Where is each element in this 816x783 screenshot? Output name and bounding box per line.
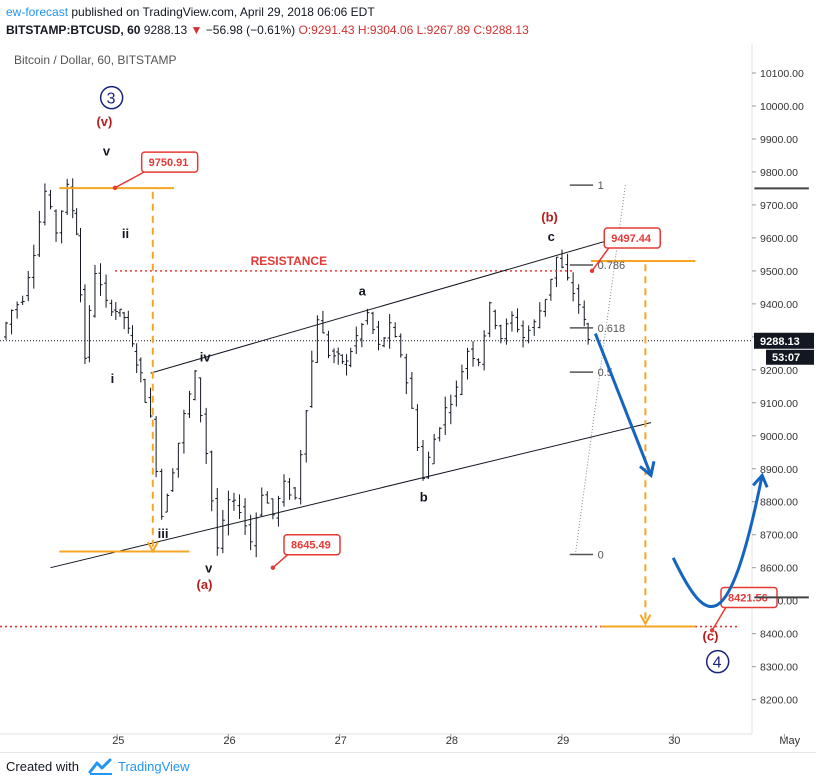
wave-label: iii xyxy=(158,526,169,541)
y-tick-label: 9100.00 xyxy=(760,398,798,410)
ohlc-line: BITSTAMP:BTCUSD, 60 9288.13 ▼ −56.98 (−0… xyxy=(6,23,529,37)
fib-level-label: 0 xyxy=(598,550,604,562)
wave-label: (c) xyxy=(703,628,719,643)
down-arrow-icon: ▼ xyxy=(190,23,203,37)
callout-low-box xyxy=(283,533,341,556)
fib-level-label: 1 xyxy=(598,180,604,192)
created-with-text: Created with xyxy=(6,759,79,774)
callout-high-box xyxy=(140,151,199,173)
wave-circle-4 xyxy=(705,649,730,674)
x-tick-label: 30 xyxy=(668,735,680,747)
open-value: O:9291.43 xyxy=(298,23,355,37)
x-tick-label: 27 xyxy=(335,735,347,747)
published-text: published on TradingView.com, April 29, … xyxy=(68,5,375,19)
callout-target-pointer xyxy=(711,605,728,631)
y-tick-label: 10100.00 xyxy=(760,68,804,80)
close-value: C:9288.13 xyxy=(473,23,529,37)
wave-c-projection-arrow-head xyxy=(639,614,652,626)
wave-label: a xyxy=(359,284,367,299)
fib-diagonal xyxy=(574,185,626,555)
y-tick-label: 8300.00 xyxy=(760,662,798,674)
price-change: −56.98 (−0.61%) xyxy=(205,23,296,37)
x-tick-label: 26 xyxy=(223,735,235,747)
y-tick-label: 8700.00 xyxy=(760,530,798,542)
chart-header: ew-forecast published on TradingView.com… xyxy=(0,0,816,40)
countdown-badge xyxy=(766,349,814,365)
wave-label: c xyxy=(548,229,555,244)
countdown-label: 53:07 xyxy=(772,352,800,364)
x-tick-label: 28 xyxy=(446,735,458,747)
callout-b-high-box xyxy=(603,227,662,249)
y-tick-label: 8400.00 xyxy=(760,629,798,641)
y-tick-label: 9700.00 xyxy=(760,200,798,212)
fib-level-label: 0.786 xyxy=(598,260,626,272)
last-price-badge-label: 9288.13 xyxy=(760,336,800,348)
fib-level-label: 0.618 xyxy=(598,323,626,335)
callout-target-label: 8421.56 xyxy=(728,592,768,604)
wave-label: (b) xyxy=(541,209,558,224)
low-value: L:9267.89 xyxy=(416,23,471,37)
symbol-label: BITSTAMP:BTCUSD, 60 xyxy=(6,23,141,37)
y-tick-label: 8200.00 xyxy=(760,695,798,707)
forecast-arrow-up xyxy=(671,475,764,608)
callout-b-high-label: 9497.44 xyxy=(611,233,652,245)
x-tick-label: 29 xyxy=(557,735,569,747)
price-chart[interactable]: Bitcoin / Dollar, 60, BITSTAMP10100.0010… xyxy=(0,44,816,750)
callout-high-label: 9750.91 xyxy=(149,157,189,169)
y-tick-label: 9000.00 xyxy=(760,431,798,443)
last-price: 9288.13 xyxy=(143,23,188,37)
wave-label: b xyxy=(420,490,428,505)
wave-label: iv xyxy=(200,350,212,365)
wave-label: ii xyxy=(122,226,129,241)
footer: Created with TradingView xyxy=(0,752,816,783)
y-tick-label: 8800.00 xyxy=(760,497,798,509)
wave-label-4: 4 xyxy=(713,655,722,672)
resistance-label: RESISTANCE xyxy=(251,254,327,268)
y-tick-label: 9200.00 xyxy=(760,365,798,377)
forecast-arrow-down xyxy=(593,332,653,476)
wave-label: i xyxy=(111,371,115,386)
callout-high-dot xyxy=(112,185,118,190)
wave-a-projection-arrow-head xyxy=(146,541,159,554)
channel-lower-line xyxy=(50,422,652,569)
forecast-arrow-up-head xyxy=(752,472,769,488)
y-tick-label: 9900.00 xyxy=(760,134,798,146)
author-link[interactable]: ew-forecast xyxy=(6,5,69,19)
y-tick-label: 9500.00 xyxy=(760,266,798,278)
forecast-arrow-down-head xyxy=(639,461,656,479)
callout-high-pointer xyxy=(114,169,149,189)
last-price-badge xyxy=(754,332,814,349)
publish-line: ew-forecast published on TradingView.com… xyxy=(6,5,375,19)
callout-low-dot xyxy=(270,565,276,570)
y-tick-label: 8600.00 xyxy=(760,563,798,575)
x-tick-label: 25 xyxy=(112,735,124,747)
y-tick-label: 9600.00 xyxy=(760,233,798,245)
plot-area[interactable] xyxy=(0,44,752,734)
tradingview-logo-icon xyxy=(88,758,112,775)
wave-label-3: 3 xyxy=(107,91,116,108)
chart-frame[interactable]: Bitcoin / Dollar, 60, BITSTAMP 10100.00 10… xyxy=(0,44,816,750)
wave-circle-3 xyxy=(99,85,124,110)
callout-b-high-pointer xyxy=(591,245,611,272)
wave-label: v xyxy=(205,561,213,576)
tradingview-brand[interactable]: TradingView xyxy=(118,759,190,774)
chart-title: Bitcoin / Dollar, 60, BITSTAMP xyxy=(14,53,177,67)
y-tick-label: 8900.00 xyxy=(760,464,798,476)
y-tick-label: 10000.00 xyxy=(760,101,804,113)
wave-label: (a) xyxy=(197,577,213,592)
wave-label: (v) xyxy=(96,114,112,129)
wave-label: v xyxy=(103,143,111,158)
callout-low-label: 8645.49 xyxy=(291,540,331,552)
x-tick-label: May xyxy=(779,735,800,747)
high-value: H:9304.06 xyxy=(357,23,414,37)
y-tick-label: 9400.00 xyxy=(760,299,798,311)
y-tick-label: 9800.00 xyxy=(760,167,798,179)
callout-target-dot xyxy=(709,628,715,633)
callout-b-high-dot xyxy=(589,268,595,274)
channel-upper-line xyxy=(150,227,652,374)
